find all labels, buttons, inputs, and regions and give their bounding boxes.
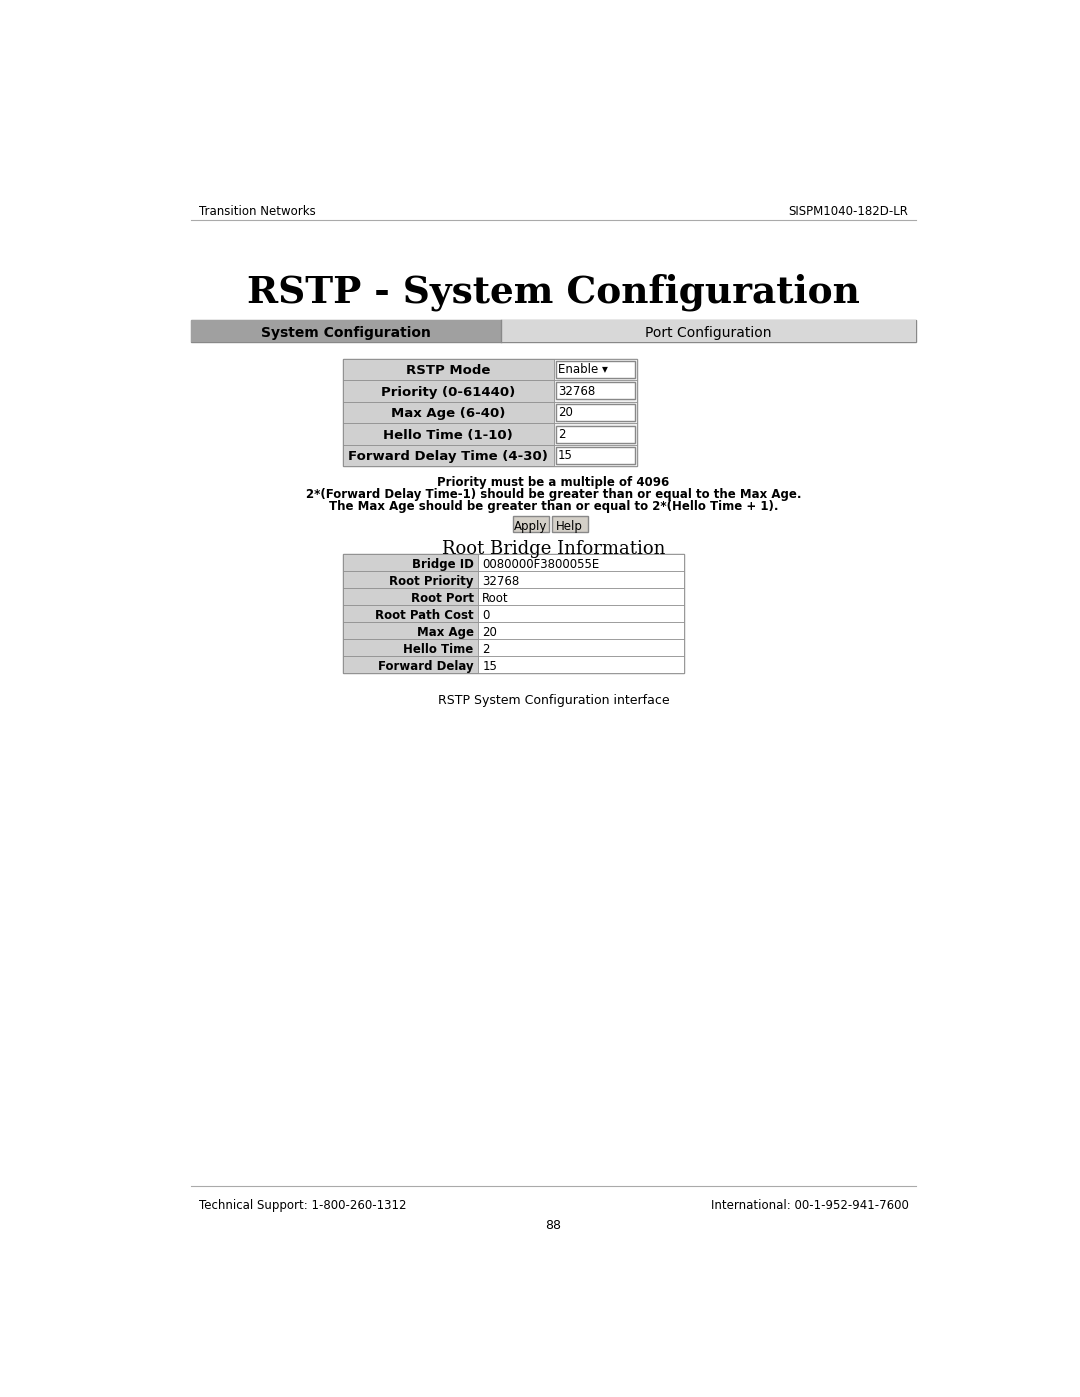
Bar <box>342 605 478 622</box>
Text: Priority must be a multiple of 4096: Priority must be a multiple of 4096 <box>437 475 670 489</box>
Text: 15: 15 <box>558 450 573 462</box>
Text: Hello Time (1-10): Hello Time (1-10) <box>383 429 513 441</box>
Text: Priority (0-61440): Priority (0-61440) <box>381 386 515 398</box>
Text: 0080000F3800055E: 0080000F3800055E <box>482 557 599 571</box>
Text: RSTP System Configuration interface: RSTP System Configuration interface <box>437 694 670 707</box>
Text: SISPM1040-182D-LR: SISPM1040-182D-LR <box>788 204 908 218</box>
Bar <box>342 638 478 655</box>
Text: Root Bridge Information: Root Bridge Information <box>442 539 665 557</box>
Bar <box>501 320 916 342</box>
Text: 2: 2 <box>482 643 489 655</box>
Bar <box>342 359 637 467</box>
Text: Max Age: Max Age <box>417 626 474 638</box>
Text: Root Priority: Root Priority <box>389 576 474 588</box>
Text: Technical Support: 1-800-260-1312: Technical Support: 1-800-260-1312 <box>199 1200 406 1213</box>
Bar <box>342 571 478 588</box>
Text: Root Path Cost: Root Path Cost <box>375 609 474 622</box>
Bar <box>342 444 554 467</box>
Bar <box>554 380 637 402</box>
Text: 2: 2 <box>558 427 566 441</box>
Text: Bridge ID: Bridge ID <box>411 557 474 571</box>
Bar <box>556 426 635 443</box>
Text: Max Age (6-40): Max Age (6-40) <box>391 407 505 420</box>
Text: 32768: 32768 <box>558 384 595 398</box>
Bar <box>554 423 637 444</box>
Text: 88: 88 <box>545 1218 562 1232</box>
Text: Forward Delay: Forward Delay <box>378 659 474 673</box>
Text: System Configuration: System Configuration <box>261 327 431 341</box>
Bar <box>342 555 478 571</box>
Bar <box>478 555 684 571</box>
Bar <box>556 383 635 400</box>
Bar <box>342 622 478 638</box>
Bar <box>554 444 637 467</box>
Text: RSTP Mode: RSTP Mode <box>406 365 490 377</box>
Bar <box>478 571 684 588</box>
Text: 15: 15 <box>482 659 497 673</box>
Bar <box>342 555 684 673</box>
Text: Transition Networks: Transition Networks <box>199 204 315 218</box>
Text: Apply: Apply <box>514 520 548 532</box>
Text: Enable ▾: Enable ▾ <box>558 363 608 376</box>
Bar <box>342 655 478 673</box>
Bar <box>556 447 635 464</box>
Text: 20: 20 <box>558 407 573 419</box>
Text: 20: 20 <box>482 626 497 638</box>
Text: International: 00-1-952-941-7600: International: 00-1-952-941-7600 <box>711 1200 908 1213</box>
Text: 0: 0 <box>482 609 489 622</box>
Bar <box>191 320 501 342</box>
Text: Hello Time: Hello Time <box>404 643 474 655</box>
Text: The Max Age should be greater than or equal to 2*(Hello Time + 1).: The Max Age should be greater than or eq… <box>328 500 779 513</box>
Bar <box>478 605 684 622</box>
Text: Help: Help <box>556 520 583 532</box>
Bar <box>342 359 554 380</box>
Bar <box>342 380 554 402</box>
Bar <box>478 655 684 673</box>
Bar <box>342 588 478 605</box>
Bar <box>342 402 554 423</box>
Bar <box>556 360 635 377</box>
Bar <box>554 402 637 423</box>
Bar <box>478 588 684 605</box>
Bar <box>552 517 588 532</box>
Text: Forward Delay Time (4-30): Forward Delay Time (4-30) <box>348 450 548 464</box>
Bar <box>556 404 635 420</box>
Text: 32768: 32768 <box>482 576 519 588</box>
Bar <box>554 359 637 380</box>
Text: Port Configuration: Port Configuration <box>645 327 772 341</box>
Text: RSTP - System Configuration: RSTP - System Configuration <box>247 274 860 312</box>
Bar <box>191 320 916 342</box>
Bar <box>478 622 684 638</box>
Bar <box>513 517 549 532</box>
Text: 2*(Forward Delay Time-1) should be greater than or equal to the Max Age.: 2*(Forward Delay Time-1) should be great… <box>306 488 801 502</box>
Text: Root: Root <box>482 592 509 605</box>
Bar <box>342 423 554 444</box>
Bar <box>478 638 684 655</box>
Text: Root Port: Root Port <box>410 592 474 605</box>
